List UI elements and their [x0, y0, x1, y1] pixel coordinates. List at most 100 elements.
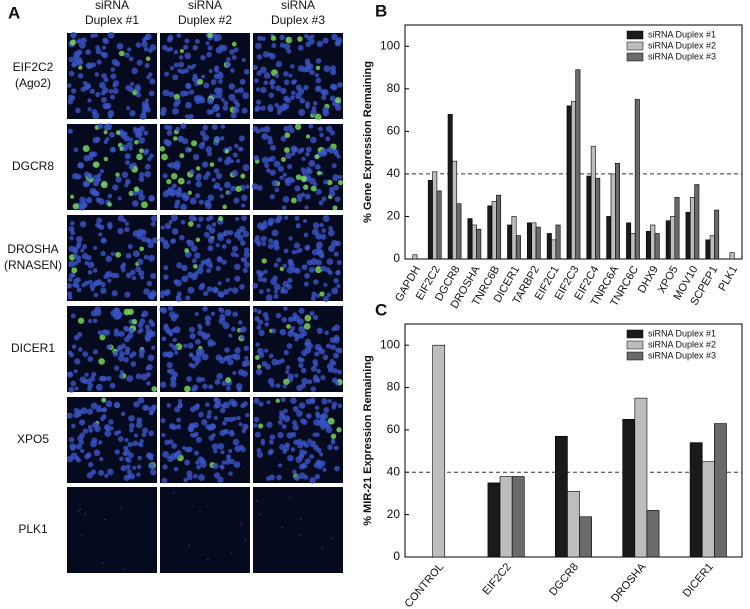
cell [177, 402, 183, 409]
cell [147, 354, 155, 362]
y-tick-label: 0 [393, 251, 400, 265]
cell [78, 65, 83, 70]
cell [88, 428, 94, 433]
cell [332, 205, 338, 211]
cell [327, 399, 332, 404]
cell [322, 37, 329, 44]
cell [112, 80, 120, 87]
cell [201, 141, 206, 146]
cell [92, 180, 100, 187]
bar [432, 171, 438, 260]
cell [206, 414, 212, 420]
cell [230, 326, 236, 332]
cell [170, 214, 178, 222]
cell [107, 193, 113, 199]
cell [171, 228, 179, 235]
cell [314, 154, 320, 160]
cell [290, 447, 296, 452]
cell [104, 518, 106, 521]
cell [69, 39, 76, 46]
cell [97, 440, 103, 445]
cell [177, 399, 183, 404]
cell [264, 348, 269, 353]
cell [147, 242, 154, 249]
cell [123, 325, 129, 331]
cell [144, 106, 151, 113]
cell [109, 131, 115, 138]
cell [306, 342, 314, 349]
cell [337, 179, 344, 186]
cell [180, 123, 187, 129]
cell [148, 194, 155, 202]
y-tick-label: 20 [387, 209, 401, 223]
cell [286, 324, 291, 329]
cell [186, 239, 191, 244]
cell [148, 456, 154, 461]
cell [256, 185, 263, 191]
cell [324, 330, 329, 336]
cell [74, 358, 81, 365]
cell [238, 135, 245, 142]
cell [196, 223, 201, 229]
cell [316, 40, 324, 48]
cell [175, 126, 181, 132]
cell [91, 371, 97, 378]
cell [267, 157, 273, 163]
cell [139, 318, 146, 325]
cell [280, 288, 285, 293]
cell [167, 328, 174, 335]
cell [97, 172, 102, 178]
cell [310, 185, 317, 192]
cell [145, 372, 152, 378]
cell [222, 105, 229, 111]
cell [226, 156, 232, 162]
cell [332, 352, 339, 359]
cell [72, 282, 78, 288]
cell [190, 140, 198, 147]
cell [224, 181, 231, 189]
cell [145, 56, 151, 62]
cell [150, 221, 156, 227]
cell [312, 432, 317, 437]
cell [90, 310, 98, 317]
cell [112, 184, 119, 191]
cell [167, 305, 174, 311]
cell [117, 215, 125, 222]
cell [139, 148, 144, 154]
cell [309, 477, 316, 484]
cell [169, 162, 176, 169]
y-tick-label: 80 [387, 81, 401, 95]
cell [66, 83, 72, 88]
cell [177, 186, 182, 191]
cell [322, 215, 330, 223]
cell [173, 136, 178, 141]
cell [241, 370, 249, 377]
cell [197, 78, 204, 85]
cell [300, 167, 306, 173]
cell [179, 48, 184, 54]
cell [301, 377, 309, 385]
cell [241, 203, 246, 208]
cell [213, 182, 221, 189]
cell [304, 193, 311, 200]
cell [144, 324, 150, 330]
bar [447, 114, 453, 260]
cell [255, 87, 261, 92]
cell [234, 445, 242, 453]
cell [128, 86, 135, 93]
cell [294, 215, 300, 221]
cell [149, 468, 157, 476]
cell [82, 244, 88, 250]
cell [204, 402, 210, 408]
cell [102, 87, 109, 94]
cell [185, 83, 192, 90]
cell [144, 170, 151, 178]
cell [300, 518, 302, 520]
cell [255, 99, 262, 105]
cell [237, 87, 244, 94]
cell [107, 110, 115, 117]
cell [253, 397, 260, 404]
cell [84, 180, 91, 187]
cell [80, 534, 83, 537]
cell [76, 235, 83, 243]
